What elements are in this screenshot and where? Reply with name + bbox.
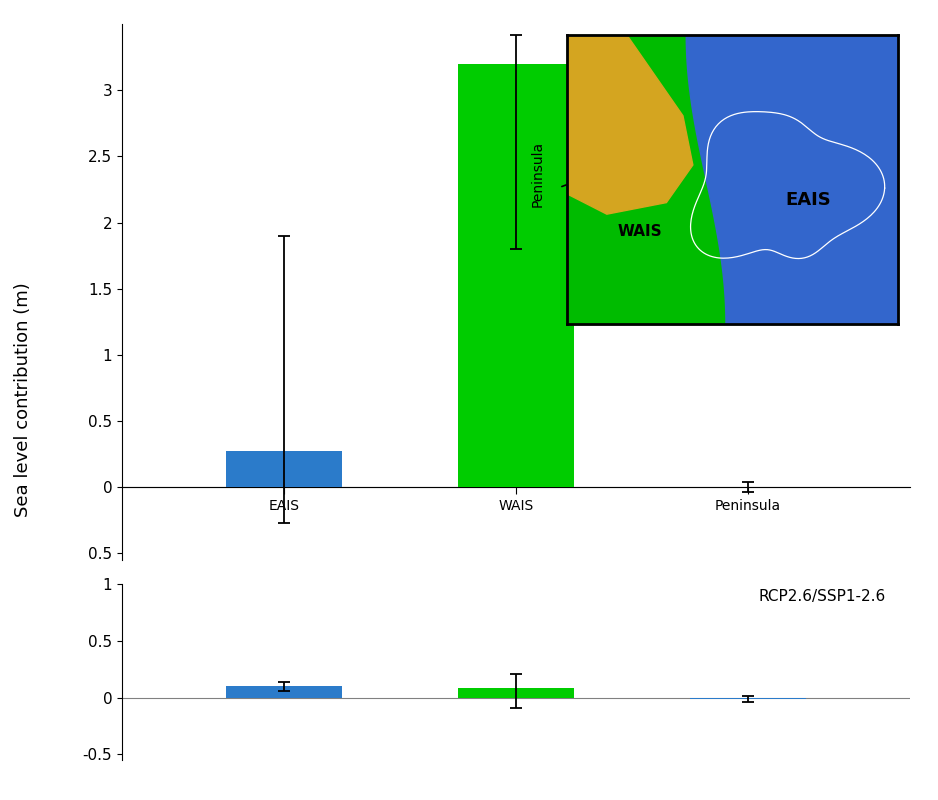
- Bar: [226, 451, 342, 487]
- Text: Peninsula: Peninsula: [531, 141, 545, 207]
- Bar: [458, 64, 574, 487]
- Text: RCP8.5/SSP5-8.5: RCP8.5/SSP5-8.5: [759, 40, 886, 55]
- Text: RCP2.6/SSP1-2.6: RCP2.6/SSP1-2.6: [759, 590, 886, 604]
- Bar: [226, 686, 342, 698]
- Bar: [458, 689, 574, 698]
- Text: Sea level contribution (m): Sea level contribution (m): [14, 282, 33, 518]
